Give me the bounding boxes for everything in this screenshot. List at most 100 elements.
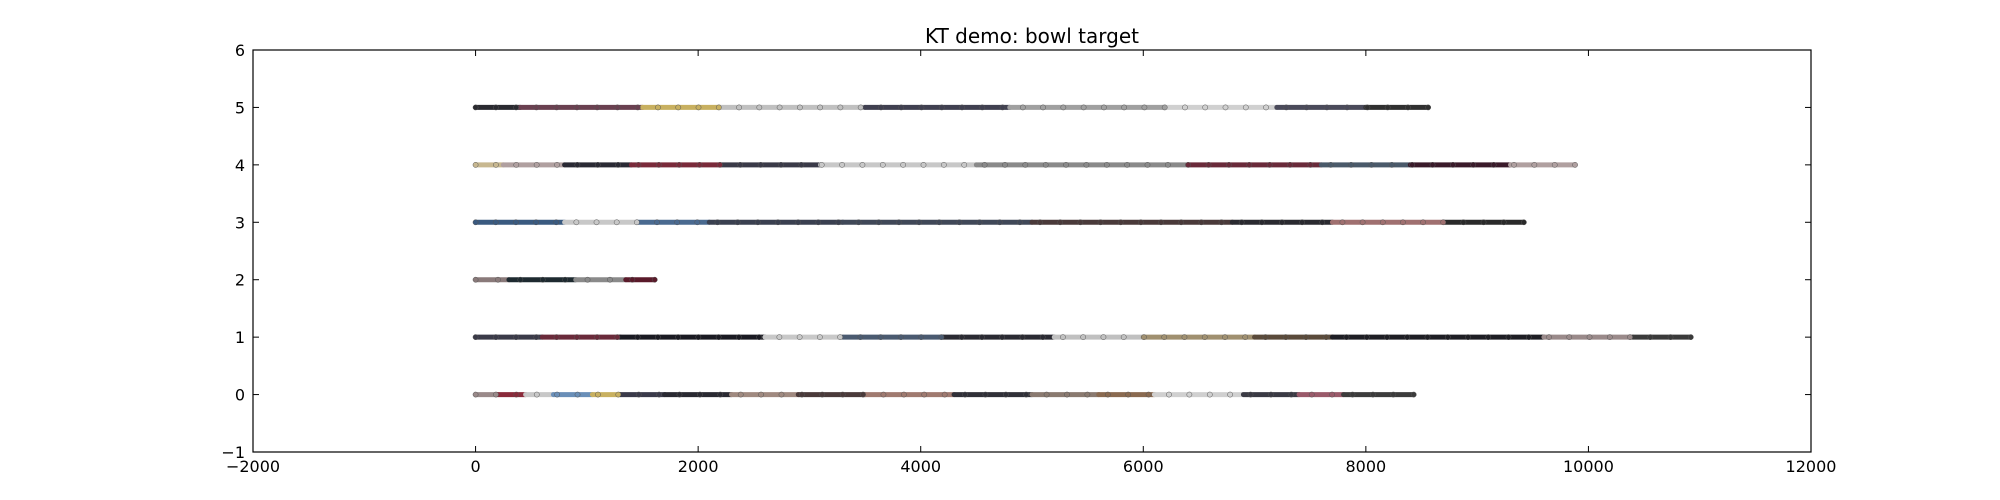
data-point xyxy=(796,334,803,340)
data-point xyxy=(1279,219,1285,226)
data-point xyxy=(513,162,520,168)
chart-title: KT demo: bowl target xyxy=(925,24,1139,48)
data-point xyxy=(1206,391,1213,398)
data-point xyxy=(736,334,742,340)
data-point xyxy=(629,276,636,283)
data-point xyxy=(492,334,499,340)
data-point xyxy=(756,104,763,111)
data-point xyxy=(1238,219,1245,226)
data-point xyxy=(472,104,479,111)
data-point xyxy=(1572,162,1578,168)
data-point xyxy=(1531,162,1538,168)
data-point xyxy=(697,391,703,398)
data-point xyxy=(756,334,762,340)
data-point xyxy=(1084,391,1091,398)
data-point xyxy=(958,334,965,340)
data-point xyxy=(1125,391,1132,398)
data-point xyxy=(1268,391,1274,398)
data-point xyxy=(979,334,985,340)
y-tick-label: 2 xyxy=(235,271,245,290)
data-point xyxy=(715,104,722,111)
data-point xyxy=(737,162,744,168)
data-point xyxy=(1198,219,1205,226)
data-point xyxy=(1303,334,1309,340)
data-point xyxy=(1266,162,1273,168)
data-point xyxy=(1329,391,1335,398)
data-point xyxy=(1388,162,1395,168)
data-point xyxy=(1363,334,1370,340)
data-point xyxy=(734,219,741,226)
data-point xyxy=(776,334,783,340)
data-point xyxy=(634,334,641,340)
series-row-1 xyxy=(472,334,1694,340)
data-point xyxy=(961,162,968,168)
data-point xyxy=(1308,391,1315,398)
data-point xyxy=(956,219,963,226)
data-point xyxy=(1287,162,1293,168)
data-point xyxy=(1120,334,1127,340)
data-point xyxy=(574,104,580,111)
data-point xyxy=(1166,391,1172,398)
data-point xyxy=(1303,104,1310,111)
data-point xyxy=(715,334,722,340)
data-point xyxy=(1124,162,1130,168)
data-point xyxy=(554,162,560,168)
data-point xyxy=(493,162,499,168)
data-point xyxy=(1465,334,1471,340)
data-point xyxy=(1258,219,1265,226)
data-point xyxy=(1364,104,1371,111)
data-point xyxy=(1101,104,1107,111)
x-tick-label: −2000 xyxy=(226,457,280,476)
data-point xyxy=(1080,334,1087,340)
data-point xyxy=(1409,162,1416,168)
data-point xyxy=(1404,334,1411,340)
data-point xyxy=(737,391,744,398)
data-point xyxy=(607,276,613,283)
data-point xyxy=(896,219,902,226)
data-point xyxy=(898,104,905,111)
data-point xyxy=(795,219,801,226)
data-point xyxy=(1060,104,1067,111)
data-point xyxy=(1222,104,1229,111)
data-point xyxy=(495,276,501,283)
data-point xyxy=(675,104,682,111)
data-point xyxy=(1077,219,1084,226)
data-point xyxy=(1040,104,1046,111)
data-point xyxy=(962,391,968,398)
data-point xyxy=(614,104,621,111)
data-point xyxy=(573,219,580,226)
data-point xyxy=(614,334,621,340)
data-point xyxy=(1566,334,1573,340)
data-point xyxy=(898,334,904,340)
data-point xyxy=(1480,219,1487,226)
data-point xyxy=(695,334,702,340)
data-point xyxy=(758,391,764,398)
data-point xyxy=(1161,104,1168,111)
data-point xyxy=(635,162,642,168)
data-point xyxy=(1042,162,1049,168)
data-point xyxy=(472,391,479,398)
series-row-0 xyxy=(472,391,1417,398)
data-point xyxy=(513,219,519,226)
data-point xyxy=(1063,162,1069,168)
data-point xyxy=(1687,334,1694,340)
data-point xyxy=(959,104,965,111)
data-point xyxy=(1019,104,1026,111)
data-point xyxy=(1121,104,1128,111)
data-point xyxy=(1141,104,1148,111)
y-tick-label: 4 xyxy=(235,156,245,175)
data-point xyxy=(1348,162,1354,168)
data-point xyxy=(1141,334,1147,340)
data-point xyxy=(492,219,499,226)
data-point xyxy=(918,334,925,340)
data-point xyxy=(562,276,569,283)
data-point xyxy=(1606,334,1613,340)
data-point xyxy=(1182,104,1188,111)
data-point xyxy=(1586,334,1593,340)
data-point xyxy=(1368,162,1375,168)
data-point xyxy=(1117,219,1124,226)
data-point xyxy=(1505,334,1512,340)
data-point xyxy=(1343,334,1350,340)
y-tick-label: 1 xyxy=(235,328,245,347)
data-point xyxy=(817,104,823,111)
